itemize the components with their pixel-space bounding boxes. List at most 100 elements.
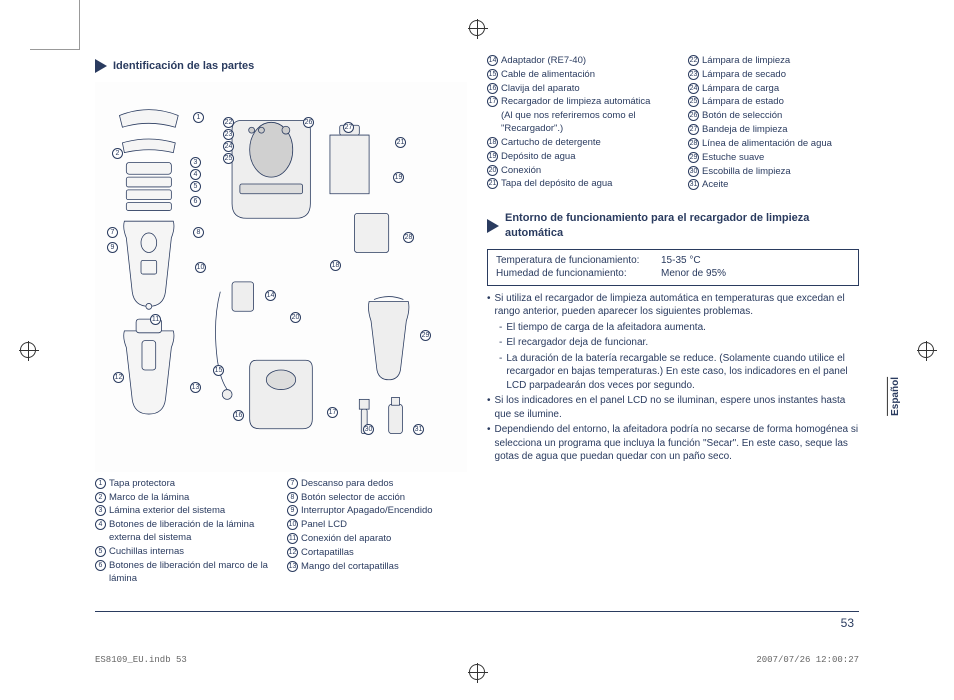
diagram-callout: 6 <box>190 196 201 207</box>
legend-item: 27Bandeja de limpieza <box>688 124 859 137</box>
legend-item: 1Tapa protectora <box>95 478 275 491</box>
diagram-callout: 14 <box>265 290 276 301</box>
part-label: Tapa del depósito de agua <box>501 178 612 191</box>
legend-item: (Al que nos referiremos como el "Recarga… <box>487 110 658 136</box>
part-number: 28 <box>688 138 699 149</box>
diagram-callout: 1 <box>193 112 204 123</box>
legend-col-2: 7Descanso para dedos8Botón selector de a… <box>287 478 467 587</box>
registration-mark-bottom <box>469 664 485 680</box>
part-label: Botones de liberación del marco de la lá… <box>109 560 275 586</box>
legend-item: 18Cartucho de detergente <box>487 137 658 150</box>
legend-item: 15Cable de alimentación <box>487 69 658 82</box>
section-header-parts: Identificación de las partes <box>95 59 467 74</box>
part-number: 21 <box>487 178 498 189</box>
bullet-dot: • <box>487 423 491 464</box>
diagram-callout: 4 <box>190 169 201 180</box>
triangle-icon <box>487 219 499 233</box>
legend-item: 4Botones de liberación de la lámina exte… <box>95 519 275 545</box>
dash-icon: - <box>499 321 502 335</box>
operating-conditions-box: Temperatura de funcionamiento: 15-35 °C … <box>487 249 859 286</box>
part-label: Lámpara de estado <box>702 96 784 109</box>
diagram-callout: 8 <box>193 227 204 238</box>
legend-item: 7Descanso para dedos <box>287 478 467 491</box>
bullet-dot: • <box>487 394 491 421</box>
diagram-callout: 31 <box>413 424 424 435</box>
page-rule <box>95 611 859 612</box>
legend-item: 26Botón de selección <box>688 110 859 123</box>
dash-icon: - <box>499 336 502 350</box>
diagram-callout: 15 <box>213 365 224 376</box>
right-column: 14Adaptador (RE7-40)15Cable de alimentac… <box>487 55 859 645</box>
part-number: 15 <box>487 69 498 80</box>
part-label: Línea de alimentación de agua <box>702 138 832 151</box>
page-number: 53 <box>841 616 854 630</box>
part-number: 17 <box>487 96 498 107</box>
bullet-text: Dependiendo del entorno, la afeitadora p… <box>495 423 859 464</box>
legend-item: 19Depósito de agua <box>487 151 658 164</box>
part-number: 12 <box>287 547 298 558</box>
part-number: 4 <box>95 519 106 530</box>
diagram-callout: 18 <box>330 260 341 271</box>
part-label: (Al que nos referiremos como el "Recarga… <box>501 110 658 136</box>
temp-label: Temperatura de funcionamiento: <box>496 254 661 268</box>
triangle-icon <box>95 59 107 73</box>
part-label: Cortapatillas <box>301 547 354 560</box>
bullet-item: •Dependiendo del entorno, la afeitadora … <box>487 423 859 464</box>
legend-item: 31Aceite <box>688 179 859 192</box>
part-number: 13 <box>287 561 298 572</box>
parts-legend: 1Tapa protectora2Marco de la lámina3Lámi… <box>95 478 467 587</box>
part-label: Lámina exterior del sistema <box>109 505 225 518</box>
section-header-environment: Entorno de funcionamiento para el recarg… <box>487 211 859 241</box>
diagram-callout: 13 <box>190 382 201 393</box>
part-number: 10 <box>287 519 298 530</box>
diagram-callout: 24 <box>223 141 234 152</box>
part-number: 22 <box>688 55 699 66</box>
part-number: 30 <box>688 166 699 177</box>
part-label: Recargador de limpieza automática <box>501 96 650 109</box>
sub-bullet-text: El recargador deja de funcionar. <box>506 336 648 350</box>
legend-item: 23Lámpara de secado <box>688 69 859 82</box>
part-label: Conexión <box>501 165 541 178</box>
diagram-callout: 28 <box>403 232 414 243</box>
part-label: Adaptador (RE7-40) <box>501 55 586 68</box>
legend-item: 30Escobilla de limpieza <box>688 166 859 179</box>
part-label: Marco de la lámina <box>109 492 189 505</box>
legend-item: 14Adaptador (RE7-40) <box>487 55 658 68</box>
part-label: Botón de selección <box>702 110 782 123</box>
legend-item: 22Lámpara de limpieza <box>688 55 859 68</box>
part-label: Panel LCD <box>301 519 347 532</box>
registration-mark-right <box>918 342 934 358</box>
legend-item: 24Lámpara de carga <box>688 83 859 96</box>
legend-item: 11Conexión del aparato <box>287 533 467 546</box>
part-label: Cable de alimentación <box>501 69 595 82</box>
diagram-callout: 25 <box>223 153 234 164</box>
legend-item: 5Cuchillas internas <box>95 546 275 559</box>
legend-item: 20Conexión <box>487 165 658 178</box>
part-label: Aceite <box>702 179 728 192</box>
dash-icon: - <box>499 352 502 393</box>
part-label: Descanso para dedos <box>301 478 393 491</box>
legend-item: 3Lámina exterior del sistema <box>95 505 275 518</box>
part-number: 20 <box>487 165 498 176</box>
diagram-callout: 2 <box>112 148 123 159</box>
diagram-callout: 9 <box>107 242 118 253</box>
left-column: Identificación de las partes <box>95 55 467 645</box>
part-label: Botones de liberación de la lámina exter… <box>109 519 275 545</box>
part-label: Conexión del aparato <box>301 533 391 546</box>
part-label: Botón selector de acción <box>301 492 405 505</box>
legend-item: 10Panel LCD <box>287 519 467 532</box>
page-content: Identificación de las partes <box>95 55 859 645</box>
part-number: 26 <box>688 110 699 121</box>
parts-col-22-31: 22Lámpara de limpieza23Lámpara de secado… <box>688 55 859 193</box>
humidity-row: Humedad de funcionamiento: Menor de 95% <box>496 267 850 281</box>
language-tab: Español <box>887 377 901 416</box>
legend-item: 6Botones de liberación del marco de la l… <box>95 560 275 586</box>
legend-item: 8Botón selector de acción <box>287 492 467 505</box>
notes-list: •Si utiliza el recargador de limpieza au… <box>487 292 859 464</box>
legend-item: 17Recargador de limpieza automática <box>487 96 658 109</box>
part-label: Interruptor Apagado/Encendido <box>301 505 433 518</box>
part-number: 11 <box>287 533 298 544</box>
sub-bullet-text: La duración de la batería recargable se … <box>506 352 859 393</box>
part-label: Clavija del aparato <box>501 83 580 96</box>
part-label: Lámpara de secado <box>702 69 786 82</box>
